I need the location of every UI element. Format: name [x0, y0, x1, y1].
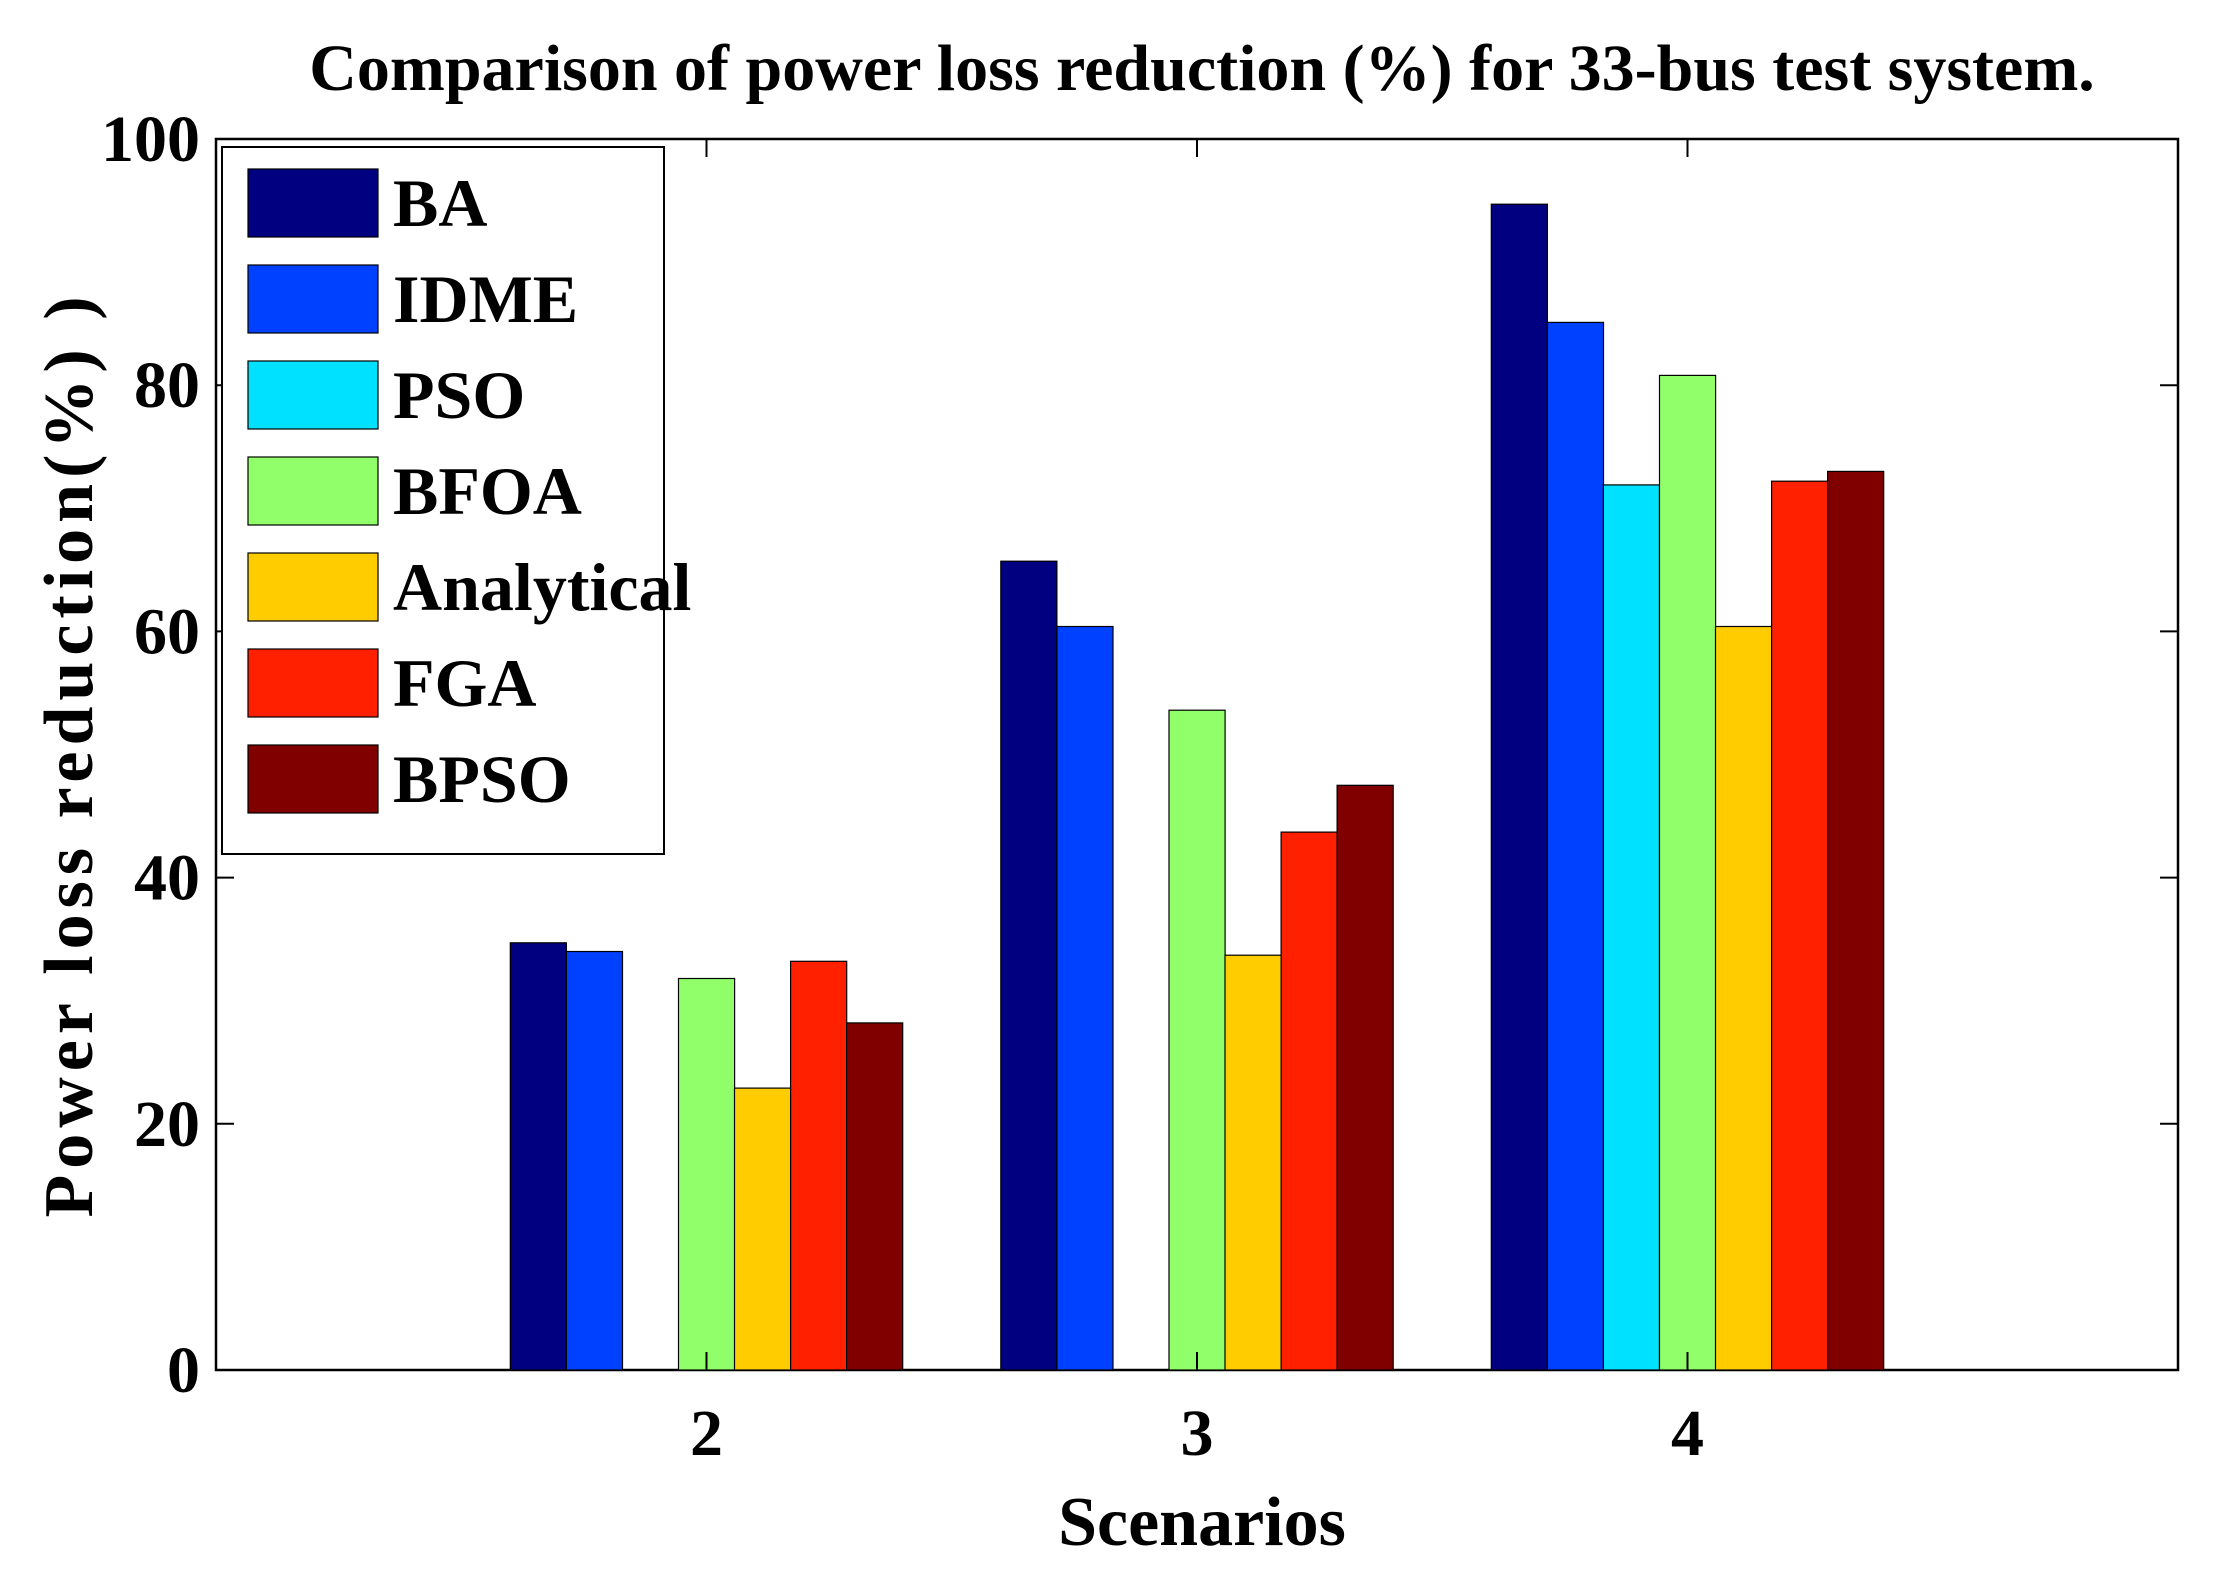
- legend-label-pso: PSO: [393, 357, 525, 433]
- bar-fga-2: [789, 960, 848, 1371]
- legend-swatch-fga: [247, 648, 379, 718]
- legend-swatch-analytical: [247, 552, 379, 622]
- bar-ba-3: [1000, 560, 1058, 1371]
- legend-swatch-bpso: [247, 744, 379, 814]
- bar-bpso-2: [845, 1022, 904, 1371]
- x-axis-label: Scenarios: [1058, 1484, 1346, 1561]
- y-tick-label: 100: [101, 103, 200, 176]
- bar-idme-2: [565, 950, 624, 1371]
- bar-bpso-4: [1826, 470, 1885, 1371]
- legend-label-idme: IDME: [393, 261, 578, 337]
- bar-ba-2: [509, 942, 567, 1371]
- bar-fga-4: [1770, 480, 1829, 1371]
- y-tick-label: 40: [134, 842, 200, 915]
- bar-ba-4: [1490, 203, 1549, 1371]
- bar-analytical-3: [1224, 954, 1282, 1371]
- bars-group: [509, 203, 1885, 1371]
- legend-label-ba: BA: [393, 165, 487, 241]
- axis-ticks: 0 20 40 60 80 100 2 3 4: [101, 103, 2178, 1470]
- legend-label-analytical: Analytical: [393, 549, 691, 625]
- bar-fga-3: [1280, 831, 1338, 1371]
- bar-idme-4: [1546, 321, 1605, 1371]
- bar-bfoa-4: [1658, 374, 1717, 1371]
- bar-bpso-3: [1336, 784, 1394, 1371]
- legend-swatch-ba: [247, 168, 379, 238]
- legend-label-bpso: BPSO: [393, 741, 571, 817]
- y-tick-label: 20: [134, 1088, 200, 1161]
- bar-bfoa-2: [677, 977, 736, 1371]
- legend: BA IDME PSO BFOA Analytical FGA BPSO: [221, 146, 691, 855]
- bar-pso-4: [1602, 484, 1661, 1371]
- legend-swatch-idme: [247, 264, 379, 334]
- legend-label-bfoa: BFOA: [393, 453, 582, 529]
- bar-idme-3: [1056, 625, 1114, 1371]
- y-tick-label: 0: [167, 1334, 200, 1407]
- bar-analytical-2: [733, 1087, 792, 1371]
- legend-swatch-bfoa: [247, 456, 379, 526]
- bar-bfoa-3: [1168, 709, 1226, 1371]
- y-axis-label: Power loss reduction(%) ): [31, 290, 108, 1217]
- y-tick-label: 80: [134, 349, 200, 422]
- x-tick-label: 3: [1181, 1397, 1214, 1470]
- bar-analytical-4: [1714, 625, 1773, 1371]
- chart-title: Comparison of power loss reduction (%) f…: [309, 32, 2095, 105]
- legend-label-fga: FGA: [393, 645, 537, 721]
- y-tick-label: 60: [134, 595, 200, 668]
- x-tick-label: 2: [690, 1397, 723, 1470]
- legend-swatch-pso: [247, 360, 379, 430]
- x-tick-label: 4: [1671, 1397, 1704, 1470]
